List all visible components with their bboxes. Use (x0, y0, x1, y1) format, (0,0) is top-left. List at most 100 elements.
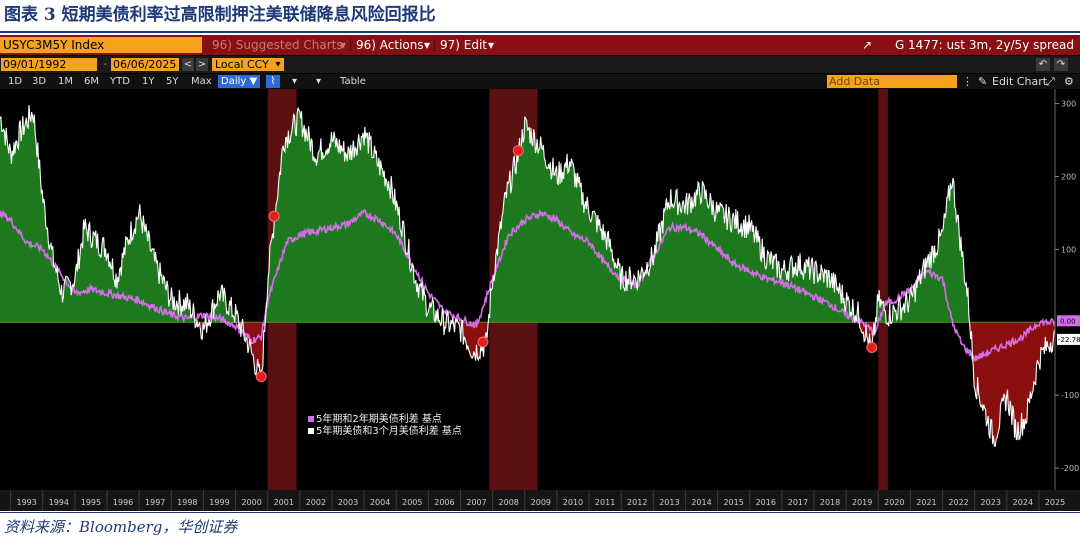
x-tick-label: 2003 (338, 498, 358, 507)
x-tick-label: 2004 (370, 498, 390, 507)
prev-period-icon[interactable]: < (182, 58, 194, 71)
period-bar: 1D 3D 1M 6M YTD 1Y 5Y Max Daily ▼ ⌇ ▾ ▾ … (0, 74, 1080, 89)
start-date-field[interactable]: 09/01/1992 (1, 58, 97, 71)
last-value-badge-white (1057, 333, 1080, 345)
x-tick-label: 2024 (1013, 498, 1033, 507)
frequency-select[interactable]: Daily ▼ (218, 75, 261, 88)
event-marker (512, 145, 524, 157)
x-tick-label: 2017 (788, 498, 808, 507)
x-tick-label: 1994 (49, 498, 69, 507)
x-tick-label: 2015 (723, 498, 743, 507)
actions-menu[interactable]: 96) Actions (356, 38, 424, 52)
x-tick-label: 1996 (113, 498, 133, 507)
redo-icon[interactable]: ↷ (1054, 58, 1068, 71)
figure-caption: 图表 3 短期美债利率过高限制押注美联储降息风险回报比 (4, 2, 1076, 32)
command-bar: USYC3M5Y Index 96) Suggested Charts ▾ 96… (0, 35, 1080, 55)
menu-divider (350, 38, 351, 52)
x-tick-label: 2011 (595, 498, 615, 507)
legend-swatch-purple (308, 416, 314, 422)
period-1m[interactable]: 1M (58, 76, 73, 87)
y-tick-label: -200 (1061, 464, 1079, 473)
x-tick-label: 2019 (852, 498, 872, 507)
ticker-input[interactable]: USYC3M5Y Index (0, 37, 202, 53)
x-tick-label: 2007 (466, 498, 486, 507)
gear-icon[interactable]: ⚙ (1064, 75, 1074, 88)
y-tick-label: -100 (1061, 391, 1079, 400)
edit-menu[interactable]: 97) Edit (440, 38, 488, 52)
bloomberg-terminal-window: USYC3M5Y Index 96) Suggested Charts ▾ 96… (0, 35, 1080, 511)
last-value-badge-purple (1057, 315, 1080, 327)
x-tick-label: 2023 (981, 498, 1001, 507)
event-marker (268, 210, 280, 222)
chart-type-dropdown-icon[interactable]: ▾ (292, 76, 298, 87)
pencil-icon[interactable]: ✎ (978, 75, 988, 88)
period-max[interactable]: Max (191, 76, 212, 87)
recession-band (878, 89, 888, 490)
x-tick-label: 2018 (820, 498, 840, 507)
x-tick-label: 2001 (274, 498, 294, 507)
series-line-5y3m (0, 105, 1056, 448)
event-marker (477, 336, 489, 348)
x-tick-label: 2005 (402, 498, 422, 507)
settings-sliders-icon[interactable]: ⋮ (962, 75, 973, 88)
x-tick-label: 2006 (434, 498, 454, 507)
x-tick-label: 2025 (1045, 498, 1065, 507)
add-data-input[interactable]: Add Data (827, 75, 957, 88)
table-button[interactable]: Table (340, 76, 366, 87)
x-tick-label: 2013 (659, 498, 679, 507)
x-tick-label: 2000 (241, 498, 261, 507)
last-value-label-white: -22.78 (1058, 336, 1080, 344)
x-tick-label: 2021 (916, 498, 936, 507)
x-tick-label: 2022 (948, 498, 968, 507)
x-tick-label: 2014 (691, 498, 711, 507)
x-tick-label: 1999 (209, 498, 229, 507)
x-tick-label: 2020 (884, 498, 904, 507)
menu-divider (434, 38, 435, 52)
period-5y[interactable]: 5Y (166, 76, 179, 87)
x-tick-label: 2002 (306, 498, 326, 507)
next-period-icon[interactable]: > (196, 58, 208, 71)
x-tick-label: 1993 (16, 498, 36, 507)
date-range-bar: 09/01/1992 - 06/06/2025 < > Local CCY ▾ … (0, 56, 1080, 73)
currency-dropdown-icon[interactable]: ▾ (272, 58, 284, 71)
period-6m[interactable]: 6M (84, 76, 99, 87)
chart-area: 300 200 100 -100 -200 0.00 -22.78 1993 1994 1995 1… (0, 89, 1080, 511)
last-value-label-purple: 0.00 (1060, 317, 1076, 325)
frequency-label: Daily (221, 76, 247, 87)
period-1d[interactable]: 1D (8, 76, 23, 87)
source-note: 资料来源：Bloomberg，华创证券 (4, 518, 238, 536)
legend-label-5y3m: 5年期美债和3个月美债利差 基点 (316, 424, 462, 437)
resize-icon[interactable]: ⤢ (1046, 75, 1055, 88)
figure-title: 图表 3 短期美债利率过高限制押注美联储降息风险回报比 (4, 5, 436, 25)
legend-label-5y2y: 5年期和2年期美债利差 基点 (316, 412, 442, 425)
export-icon[interactable]: ↗ (862, 38, 873, 52)
y-tick-label: 200 (1061, 172, 1076, 181)
chart-name: G 1477: ust 3m, 2y/5y spread (894, 38, 1074, 52)
event-marker (866, 341, 878, 353)
actions-dropdown-icon[interactable]: ▾ (424, 38, 431, 52)
legend-swatch-white (308, 428, 314, 434)
suggested-dropdown-icon[interactable]: ▾ (340, 38, 347, 52)
x-tick-label: 2016 (756, 498, 776, 507)
undo-icon[interactable]: ↶ (1036, 58, 1050, 71)
y-tick-label: 300 (1061, 100, 1076, 109)
currency-select[interactable]: Local CCY (212, 58, 272, 71)
period-3d[interactable]: 3D (32, 76, 47, 87)
caption-divider (0, 31, 1080, 33)
edit-dropdown-icon[interactable]: ▾ (488, 38, 495, 52)
x-axis-strip (0, 490, 1080, 511)
period-ytd[interactable]: YTD (110, 76, 130, 87)
x-tick-label: 2012 (627, 498, 647, 507)
x-tick-label: 1998 (177, 498, 197, 507)
chart-type-dropdown-icon[interactable]: ▾ (316, 76, 322, 87)
spread-chart: 300 200 100 -100 -200 0.00 -22.78 1993 1994 1995 1… (0, 89, 1080, 511)
end-date-field[interactable]: 06/06/2025 (111, 58, 179, 71)
event-marker (255, 371, 267, 383)
source-divider (0, 512, 1080, 513)
line-chart-icon[interactable]: ⌇ (266, 75, 280, 88)
suggested-charts-menu[interactable]: 96) Suggested Charts (212, 38, 343, 52)
x-tick-label: 2010 (563, 498, 583, 507)
y-tick-label: 100 (1061, 245, 1076, 254)
period-1y[interactable]: 1Y (142, 76, 155, 87)
edit-chart-button[interactable]: Edit Chart (992, 75, 1048, 88)
